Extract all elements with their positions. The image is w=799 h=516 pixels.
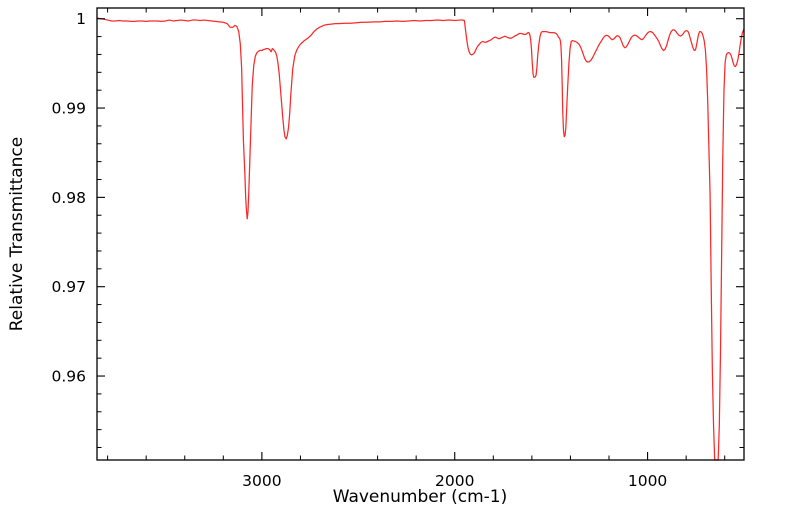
x-tick-label: 3000 bbox=[242, 472, 281, 490]
y-axis-label: Relative Transmittance bbox=[7, 137, 27, 332]
plot-frame bbox=[96, 7, 745, 461]
x-axis-label: Wavenumber (cm-1) bbox=[333, 487, 508, 507]
y-tick-label: 0.97 bbox=[51, 278, 86, 296]
y-axis-ticks bbox=[97, 18, 744, 448]
x-axis-ticks bbox=[107, 8, 726, 460]
x-tick-label: 1000 bbox=[628, 472, 667, 490]
spectrum-trace bbox=[96, 17, 745, 461]
y-tick-label: 1 bbox=[76, 10, 86, 28]
plot-background bbox=[97, 8, 744, 460]
y-tick-label: 0.98 bbox=[51, 189, 86, 207]
x-axis-tick-labels: 3000 2000 1000 bbox=[242, 472, 667, 490]
y-tick-label: 0.99 bbox=[51, 100, 86, 118]
x-tick-label: 2000 bbox=[435, 472, 474, 490]
y-tick-label: 0.96 bbox=[51, 368, 86, 386]
spectrum-series-group bbox=[96, 17, 745, 461]
y-axis-tick-labels: 1 0.99 0.98 0.97 0.96 bbox=[51, 10, 86, 385]
